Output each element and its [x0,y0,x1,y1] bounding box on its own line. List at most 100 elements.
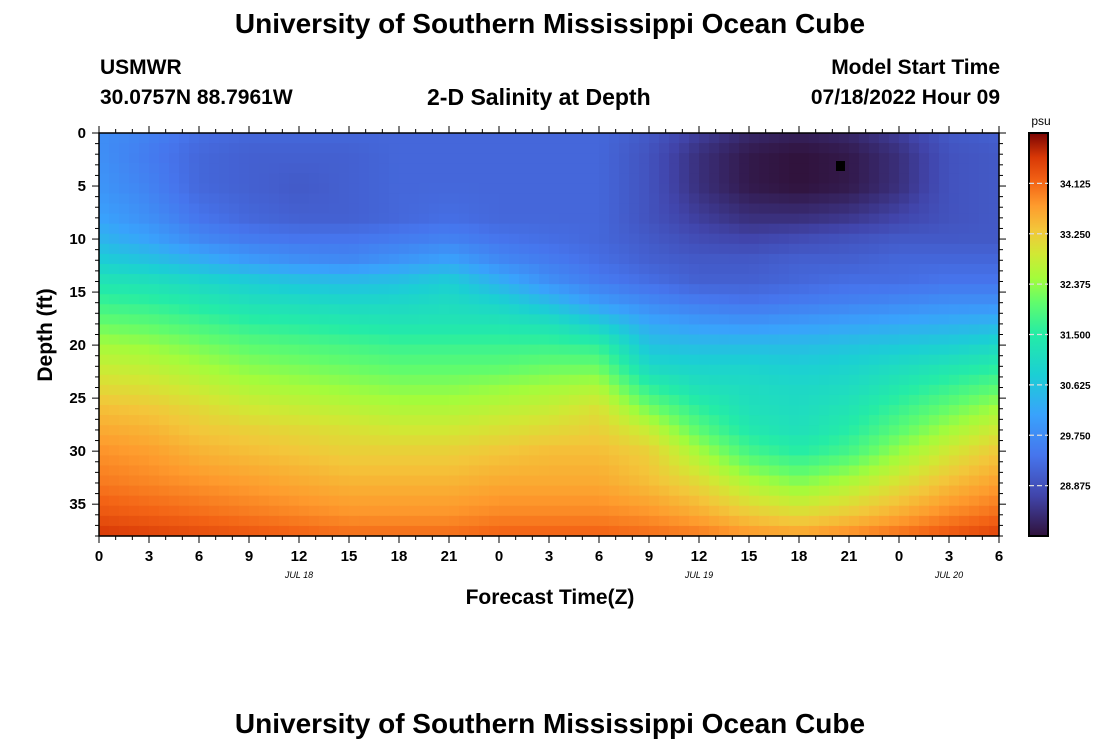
heatmap-cell [399,253,410,265]
x-tick-label: 18 [791,548,808,565]
heatmap-cell [909,515,920,527]
heatmap-cell [819,183,830,195]
heatmap-cell [639,525,650,537]
heatmap-cell [339,163,350,174]
heatmap-cell [679,233,690,245]
heatmap-cell [379,374,390,386]
heatmap-cell [779,133,790,144]
heatmap-cell [509,153,520,164]
heatmap-cell [459,354,470,366]
heatmap-cell [849,193,860,205]
heatmap-cell [579,243,590,255]
heatmap-cell [859,485,870,497]
heatmap-cell [849,455,860,467]
heatmap-cell [569,525,580,537]
heatmap-cell [669,425,680,436]
heatmap-cell [289,455,300,467]
heatmap-cell [489,344,500,356]
heatmap-cell [279,324,290,336]
heatmap-cell [799,253,810,265]
heatmap-cell [199,505,210,517]
heatmap-cell [769,253,780,265]
heatmap-cell [189,354,200,366]
heatmap-cell [399,233,410,245]
heatmap-cell [219,445,230,456]
heatmap-cell [509,384,520,396]
heatmap-cell [409,314,420,326]
heatmap-cell [769,193,780,205]
heatmap-cell [419,304,430,315]
heatmap-cell [789,445,800,456]
heatmap-cell [389,314,400,326]
heatmap-cell [859,304,870,315]
heatmap-cell [439,394,450,406]
model-start-time: 07/18/2022 Hour 09 [810,86,1000,109]
heatmap-cell [599,274,610,285]
heatmap-cell [719,193,730,205]
heatmap-cell [99,445,110,456]
heatmap-cell [499,394,510,406]
heatmap-cell [899,153,910,164]
heatmap-cell [309,243,320,255]
heatmap-cell [979,163,990,174]
heatmap-cell [909,274,920,285]
heatmap-cell [669,515,680,527]
heatmap-cell [959,263,970,275]
heatmap-cell [599,183,610,195]
heatmap-cell [379,233,390,245]
heatmap-cell [599,263,610,275]
heatmap-cell [839,394,850,406]
heatmap-cell [389,193,400,205]
heatmap-cell [439,344,450,356]
heatmap-cell [99,465,110,477]
heatmap-cell [509,425,520,436]
heatmap-cell [109,223,120,235]
heatmap-cell [579,263,590,275]
heatmap-cell [369,213,380,225]
y-tick-label: 10 [69,231,86,248]
heatmap-cell [209,314,220,326]
heatmap-cell [939,334,950,346]
heatmap-cell [989,173,1000,184]
heatmap-cell [669,374,680,386]
heatmap-cell [149,435,160,446]
heatmap-cell [439,133,450,144]
heatmap-cell [339,274,350,285]
heatmap-cell [489,324,500,336]
heatmap-cell [779,425,790,436]
heatmap-cell [739,394,750,406]
heatmap-cell [309,465,320,477]
heatmap-cell [209,324,220,336]
heatmap-cell [669,344,680,356]
heatmap-cell [319,153,330,164]
heatmap-cell [869,495,880,507]
heatmap-cell [659,485,670,497]
heatmap-cell [269,143,280,154]
heatmap-cell [429,233,440,245]
heatmap-cell [359,495,370,507]
heatmap-cell [979,445,990,456]
heatmap-cell [519,485,530,497]
heatmap-cell [869,334,880,346]
heatmap-cell [749,183,760,195]
heatmap-cell [119,334,130,346]
heatmap-cell [489,475,500,487]
heatmap-cell [359,525,370,537]
heatmap-cell [349,435,360,446]
heatmap-cell [649,294,660,305]
heatmap-cell [439,213,450,225]
heatmap-cell [349,495,360,507]
heatmap-cell [619,425,630,436]
heatmap-cell [149,304,160,315]
heatmap-cell [819,405,830,416]
heatmap-cell [659,334,670,346]
heatmap-cell [399,435,410,446]
heatmap-cell [589,143,600,154]
heatmap-cell [419,515,430,527]
heatmap-cell [889,143,900,154]
heatmap-cell [239,435,250,446]
heatmap-cell [289,314,300,326]
heatmap-cell [819,213,830,225]
heatmap-cell [379,505,390,517]
heatmap-cell [879,334,890,346]
